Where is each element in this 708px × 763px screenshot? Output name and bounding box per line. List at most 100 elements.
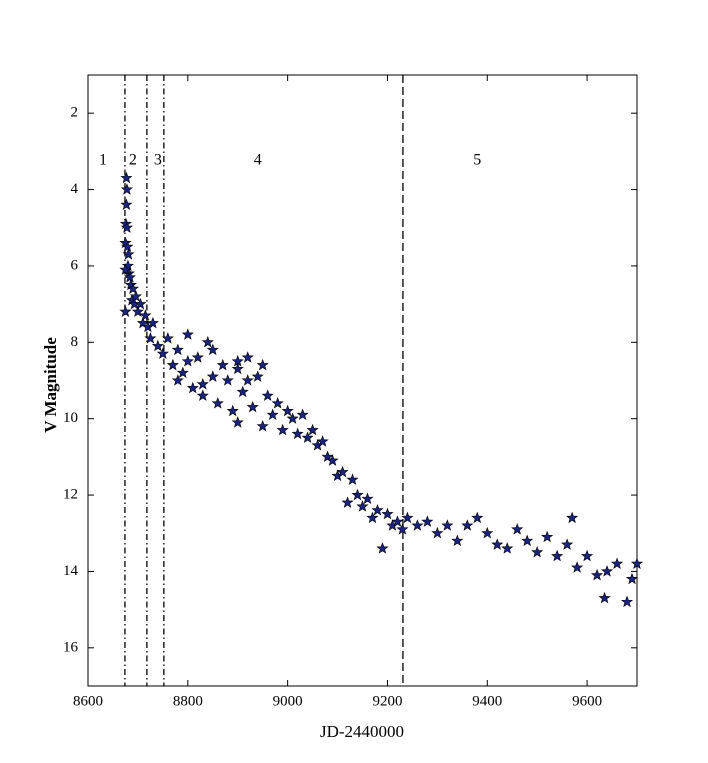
y-tick-label: 14 <box>63 563 79 579</box>
data-point <box>336 465 349 478</box>
y-tick-label: 4 <box>71 181 79 197</box>
data-point <box>196 389 209 401</box>
y-tick-label: 6 <box>71 257 79 273</box>
data-point <box>266 408 279 421</box>
data-point <box>129 290 142 302</box>
y-tick-label: 8 <box>71 334 79 350</box>
y-axis-label: V Magnitude <box>41 337 60 433</box>
data-point <box>361 492 374 505</box>
data-point <box>156 347 169 359</box>
data-point <box>381 507 394 520</box>
data-point <box>166 358 179 371</box>
data-point <box>256 358 269 371</box>
data-point <box>286 412 299 424</box>
data-point <box>296 408 309 421</box>
data-point <box>120 171 133 184</box>
data-point <box>625 572 639 585</box>
data-point <box>120 198 133 210</box>
data-point <box>620 595 634 608</box>
data-point <box>501 542 514 554</box>
y-tick-label: 12 <box>63 487 78 503</box>
data-point <box>371 503 384 516</box>
data-point <box>120 221 133 233</box>
data-point <box>256 419 269 432</box>
data-point <box>441 519 454 531</box>
data-point <box>316 435 329 447</box>
phase-label: 3 <box>154 152 162 169</box>
data-point <box>431 526 444 539</box>
data-point <box>181 328 194 340</box>
data-point <box>630 557 644 569</box>
data-point <box>146 316 159 329</box>
data-point <box>211 397 224 409</box>
data-point <box>401 511 414 524</box>
y-tick-label: 2 <box>71 105 79 121</box>
data-point <box>306 423 319 436</box>
data-point <box>451 534 464 547</box>
data-point <box>571 561 584 573</box>
data-point <box>481 526 494 539</box>
data-point <box>356 500 369 512</box>
data-point <box>301 431 314 443</box>
data-point <box>181 355 194 367</box>
data-point <box>123 271 136 283</box>
data-point <box>366 511 379 524</box>
y-tick-label: 16 <box>63 639 79 655</box>
data-point <box>231 416 244 428</box>
data-point <box>191 351 204 363</box>
phase-label: 2 <box>129 152 137 169</box>
data-point <box>376 542 389 554</box>
data-point <box>171 343 184 356</box>
phase-label: 5 <box>473 152 481 169</box>
data-point <box>396 523 409 535</box>
data-point <box>206 370 219 382</box>
data-point <box>291 427 304 440</box>
x-tick-label: 9400 <box>472 693 502 709</box>
data-point <box>511 523 524 535</box>
data-point <box>161 332 174 344</box>
x-axis-label: JD-2440000 <box>320 722 404 741</box>
x-tick-label: 9200 <box>372 693 402 709</box>
data-point <box>351 488 364 501</box>
data-point <box>471 511 484 524</box>
x-tick-label: 9000 <box>273 693 303 709</box>
data-point <box>144 332 157 344</box>
plot-frame <box>87 74 638 687</box>
data-point <box>461 519 474 531</box>
data-point <box>241 374 254 386</box>
data-point <box>341 496 354 508</box>
data-point <box>246 400 259 413</box>
data-point <box>561 538 574 550</box>
data-point <box>521 534 534 547</box>
data-point <box>591 568 604 581</box>
data-point <box>201 335 214 348</box>
data-point <box>186 381 199 394</box>
data-point <box>121 240 134 252</box>
data-point <box>122 248 135 260</box>
data-point <box>281 404 294 417</box>
data-point <box>119 305 132 317</box>
x-tick-label: 8800 <box>173 693 203 709</box>
data-point <box>491 538 504 550</box>
data-point <box>151 339 164 352</box>
data-point <box>139 309 152 321</box>
data-point <box>231 362 244 375</box>
data-point <box>131 305 144 317</box>
data-point <box>271 397 284 409</box>
data-point <box>551 549 564 562</box>
data-point <box>566 511 579 524</box>
x-tick-label: 8600 <box>73 693 103 709</box>
data-point <box>598 591 611 604</box>
data-point <box>391 515 404 527</box>
data-point <box>134 297 147 310</box>
data-point <box>216 358 229 371</box>
data-point <box>171 374 184 386</box>
data-point <box>326 454 339 466</box>
data-point <box>251 370 264 382</box>
data-point <box>176 366 189 379</box>
data-point <box>196 377 209 390</box>
data-point <box>346 473 359 485</box>
phase-label: 1 <box>99 152 107 169</box>
